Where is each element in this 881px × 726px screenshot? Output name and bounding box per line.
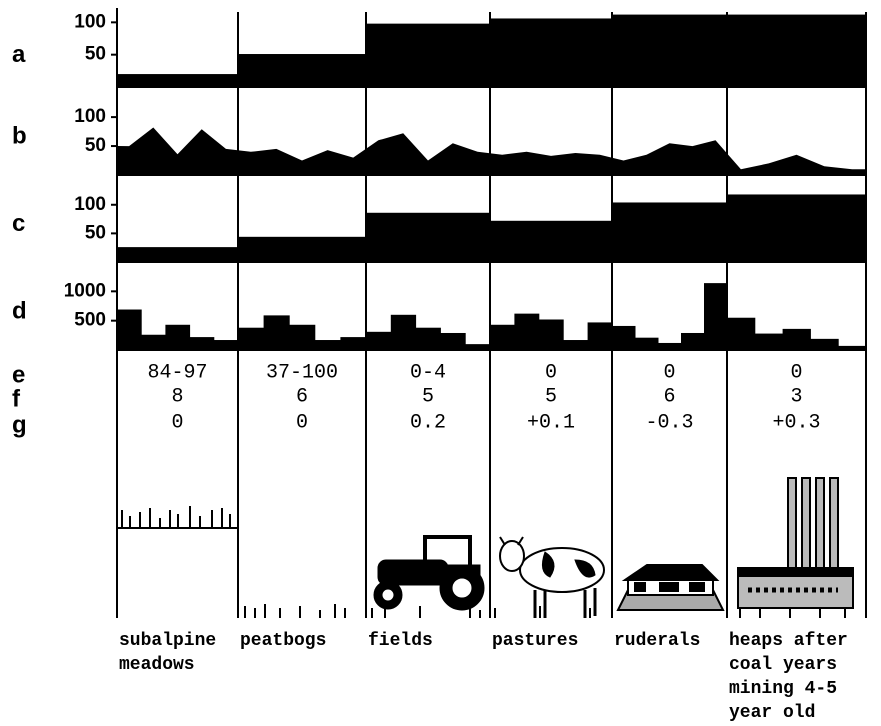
y-tick-label: 500 <box>74 310 106 331</box>
bar <box>539 319 564 350</box>
habitat-label: meadows <box>119 655 195 675</box>
bar <box>264 315 290 350</box>
cell: 3 <box>790 385 802 408</box>
bar <box>340 337 366 350</box>
cell: -0.3 <box>645 411 693 434</box>
cell: 0.2 <box>410 411 446 434</box>
bar <box>727 15 867 87</box>
cell: 0 <box>171 411 183 434</box>
cell: +0.1 <box>527 411 575 434</box>
house <box>618 565 723 610</box>
bar <box>391 315 416 350</box>
cow <box>500 537 604 618</box>
cell: 0-4 <box>410 361 446 384</box>
cell: 37-100 <box>266 361 338 384</box>
cell: 84-97 <box>147 361 207 384</box>
bar <box>315 340 341 350</box>
cell: 0 <box>790 361 802 384</box>
habitat-label: heaps after <box>729 631 848 651</box>
bar <box>490 221 613 262</box>
habitat-label: coal years <box>729 655 837 675</box>
bar <box>190 337 215 350</box>
cell: 0 <box>545 361 557 384</box>
cell: 6 <box>663 385 675 408</box>
habitat-label: ruderals <box>614 631 700 651</box>
bar <box>658 343 682 350</box>
bar <box>588 322 613 350</box>
row-letter: e <box>12 361 25 388</box>
y-tick-label: 100 <box>74 106 106 127</box>
bar <box>755 334 783 350</box>
bar <box>727 318 755 350</box>
y-tick-label: 100 <box>74 194 106 215</box>
illustrations <box>117 478 853 618</box>
y-tick-label: 1000 <box>64 280 106 301</box>
y-tick-label: 100 <box>74 11 106 32</box>
bar <box>440 333 465 350</box>
bar <box>117 310 142 350</box>
y-tick-label: 50 <box>85 135 106 156</box>
cell: +0.3 <box>772 411 820 434</box>
bar <box>635 338 659 350</box>
cell: 6 <box>296 385 308 408</box>
habitat-label: subalpine <box>119 631 216 651</box>
bar <box>490 325 515 350</box>
panel-letter: c <box>12 210 25 237</box>
habitat-label: peatbogs <box>240 631 326 651</box>
factory <box>738 478 853 608</box>
habitat-label: year old <box>729 703 815 723</box>
bar <box>810 339 838 350</box>
bar <box>238 54 367 87</box>
panel-letter: b <box>12 122 27 149</box>
bar <box>238 237 367 262</box>
bar <box>366 213 491 262</box>
cell: 5 <box>545 385 557 408</box>
area <box>117 128 866 176</box>
bar <box>141 335 166 350</box>
tractor <box>374 537 484 610</box>
bar <box>727 194 867 262</box>
panel-letter: a <box>12 41 26 68</box>
cell: 0 <box>663 361 675 384</box>
bar <box>612 202 728 262</box>
grass <box>122 506 230 528</box>
habitat-label: pastures <box>492 631 578 651</box>
cell: 0 <box>296 411 308 434</box>
bar <box>612 326 636 350</box>
bar <box>612 15 728 87</box>
cell: 5 <box>422 385 434 408</box>
bar <box>117 74 239 87</box>
row-letter: f <box>12 385 21 412</box>
bar <box>704 283 728 350</box>
cell: 8 <box>171 385 183 408</box>
bar <box>681 333 705 350</box>
habitat-label: mining 4-5 <box>729 679 837 699</box>
bar <box>416 328 441 350</box>
bar <box>366 24 491 87</box>
y-tick-label: 50 <box>85 44 106 65</box>
bar <box>289 325 315 350</box>
bar <box>563 340 588 350</box>
habitat-label: fields <box>368 631 433 651</box>
bar <box>514 314 539 350</box>
bar <box>366 332 391 350</box>
y-tick-label: 50 <box>85 222 106 243</box>
bar <box>165 325 190 350</box>
bar <box>490 18 613 87</box>
bar <box>214 340 239 350</box>
bar <box>117 247 239 262</box>
bar <box>783 329 811 350</box>
row-letter: g <box>12 411 27 438</box>
panel-letter: d <box>12 297 27 324</box>
figure: a50100b50100c50100d5001000e84-9737-1000-… <box>0 0 881 726</box>
bar <box>238 328 264 350</box>
